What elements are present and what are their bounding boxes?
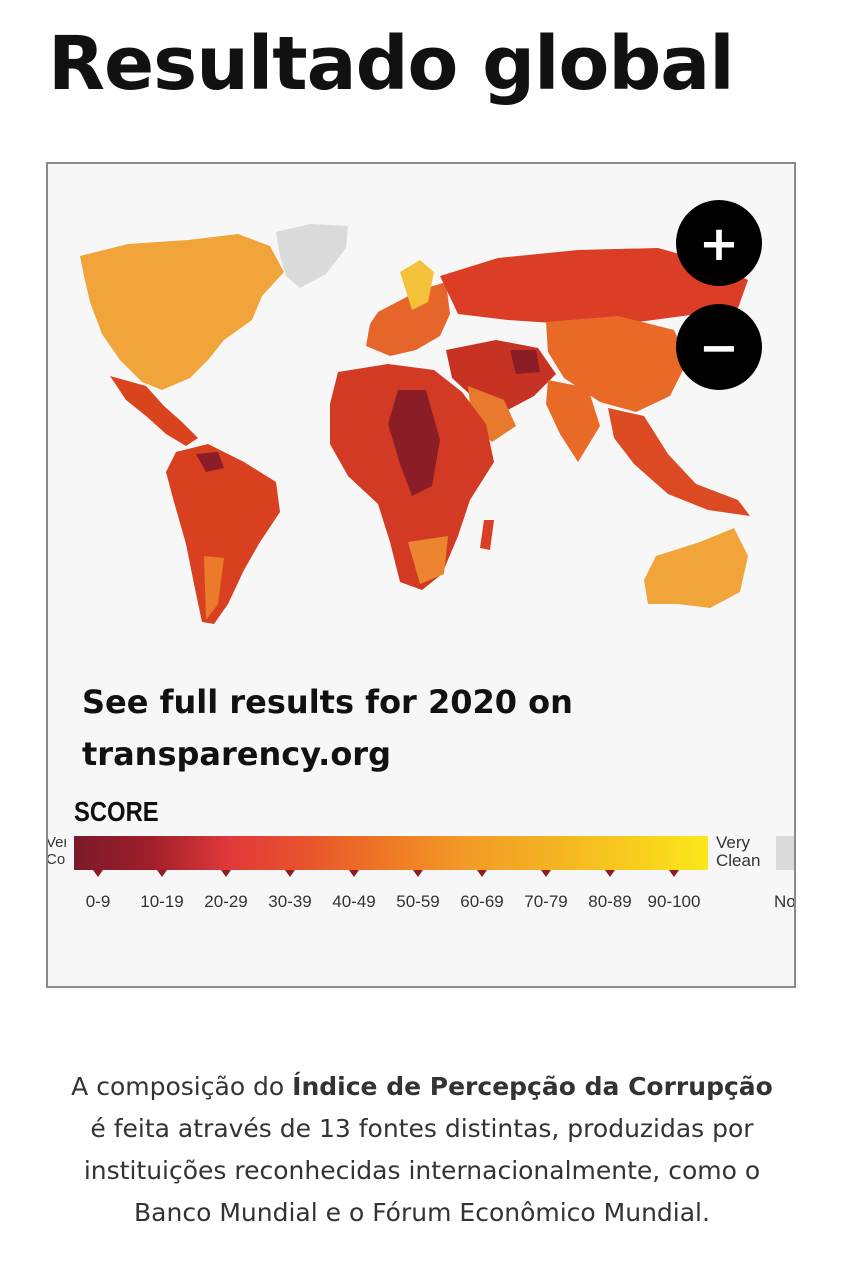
legend-tick	[669, 870, 679, 877]
legend-range-label: 0-9	[85, 892, 111, 911]
full-results-link[interactable]: transparency.org	[82, 735, 391, 773]
world-map-widget[interactable]: + − See full results for 2020 on transpa…	[46, 162, 796, 988]
page-title: Resultado global	[48, 21, 735, 107]
southern-africa-region	[408, 536, 448, 584]
india-region	[546, 380, 600, 462]
legend-tick	[221, 870, 231, 877]
venezuela-region	[196, 452, 224, 472]
full-results-line1: See full results for 2020 on	[82, 683, 573, 721]
greenland-region	[276, 224, 348, 288]
madagascar-region	[480, 520, 494, 550]
south-america-region	[166, 444, 280, 624]
legend-nodata-label: No	[774, 892, 796, 911]
legend-color-scale	[74, 836, 708, 870]
afghanistan-region	[510, 350, 540, 374]
legend-left-line1: Very	[46, 834, 66, 851]
legend-left-line2: Corrupt	[46, 851, 66, 868]
north-america-region	[80, 234, 284, 390]
australia-region	[644, 528, 748, 608]
russia-region	[440, 248, 748, 324]
legend-tick	[93, 870, 103, 877]
zoom-out-button[interactable]: −	[676, 304, 762, 390]
legend-range-label: 70-79	[524, 892, 568, 911]
caption-index-name: Índice de Percepção da Corrupção	[292, 1072, 773, 1101]
central-america-region	[110, 376, 198, 446]
legend-tick	[413, 870, 423, 877]
legend-title: SCORE	[74, 796, 159, 827]
scandinavia-region	[400, 260, 434, 310]
legend-tick	[541, 870, 551, 877]
legend-ticks	[74, 870, 708, 882]
legend-nodata-swatch	[776, 836, 794, 870]
caption: A composição do Índice de Percepção da C…	[60, 1066, 784, 1234]
world-map[interactable]	[48, 164, 796, 634]
caption-text-1: A composição do	[71, 1072, 293, 1101]
legend-tick	[349, 870, 359, 877]
legend-right-label: Very Clean	[716, 834, 760, 870]
southeast-asia-region	[608, 408, 750, 516]
zoom-in-button[interactable]: +	[676, 200, 762, 286]
legend-range-labels: 0-9 10-19 20-29 30-39 40-49 50-59 60-69 70-79 80…	[74, 892, 774, 914]
legend-range-label: 20-29	[204, 892, 248, 911]
legend-range-label: 60-69	[460, 892, 504, 911]
europe-region	[366, 282, 450, 356]
chile-argentina-region	[204, 556, 224, 620]
legend-range-label: 80-89	[588, 892, 632, 911]
legend-tick	[157, 870, 167, 877]
legend-tick	[605, 870, 615, 877]
full-results-note: See full results for 2020 on transparenc…	[82, 676, 573, 780]
legend-right-line1: Very	[716, 833, 751, 852]
legend-range-label: 10-19	[140, 892, 184, 911]
legend-range-label: 50-59	[396, 892, 440, 911]
legend-range-label: 90-100	[647, 892, 701, 911]
legend-range-label: 40-49	[332, 892, 376, 911]
legend-tick	[477, 870, 487, 877]
central-africa-region	[388, 390, 440, 496]
legend-tick	[285, 870, 295, 877]
legend-range-label: 30-39	[268, 892, 312, 911]
legend-left-label: Very Corrupt	[46, 834, 66, 868]
legend-right-line2: Clean	[716, 851, 761, 870]
caption-text-2: é feita através de 13 fontes distintas, …	[83, 1114, 761, 1227]
